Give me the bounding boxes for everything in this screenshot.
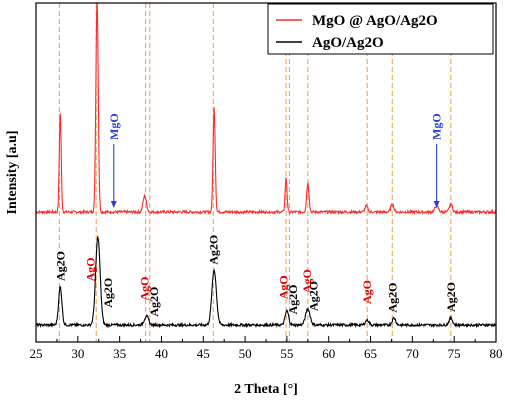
peak-label-8: AgO (277, 275, 291, 299)
legend-box (267, 3, 494, 55)
x-tick-label-0: 25 (30, 346, 43, 361)
x-tick-label-1: 30 (71, 346, 84, 361)
legend-label-0: MgO @ AgO/Ag2O (312, 13, 438, 29)
x-tick-label-11: 80 (490, 346, 503, 361)
peak-label-1: MgO (430, 113, 444, 140)
legend-label-1: AgO/Ag2O (312, 35, 384, 51)
peak-label-12: AgO (360, 280, 374, 304)
peak-label-10: AgO (300, 269, 314, 293)
x-tick-label-10: 75 (448, 346, 461, 361)
x-tick-label-6: 55 (280, 346, 293, 361)
x-axis-title: 2 Theta [°] (234, 382, 298, 397)
x-tick-label-4: 45 (197, 346, 210, 361)
peak-label-2: Ag2O (53, 251, 67, 281)
peak-label-13: Ag2O (385, 283, 399, 313)
mgo-arrowhead-1 (433, 201, 440, 208)
peak-label-5: AgO (138, 277, 152, 301)
peak-label-3: AgO (83, 257, 97, 281)
x-axis-ticks: 25 30 35 40 45 50 55 60 65 70 75 80 (30, 336, 503, 361)
peak-label-4: Ag2O (101, 278, 115, 308)
peak-label-7: Ag2O (206, 235, 220, 265)
legend: MgO @ AgO/Ag2O AgO/Ag2O (267, 3, 494, 55)
series-line-0 (35, 2, 497, 216)
x-tick-label-8: 65 (364, 346, 377, 361)
x-tick-label-7: 60 (322, 346, 335, 361)
peak-label-9: Ag2O (286, 285, 300, 315)
peak-label-0: MgO (107, 113, 121, 140)
series-layer (35, 2, 497, 329)
x-tick-label-5: 50 (239, 346, 252, 361)
x-tick-label-2: 35 (113, 346, 126, 361)
mgo-arrowhead-0 (110, 201, 117, 208)
x-tick-label-9: 70 (406, 346, 419, 361)
peak-label-11: Ag2O (307, 281, 321, 311)
peak-label-6: Ag2O (147, 287, 161, 317)
peak-label-14: Ag2O (444, 282, 458, 312)
y-axis-title: Intensity [a.u] (5, 130, 20, 214)
series-line-1 (35, 236, 497, 329)
x-tick-label-3: 40 (155, 346, 168, 361)
